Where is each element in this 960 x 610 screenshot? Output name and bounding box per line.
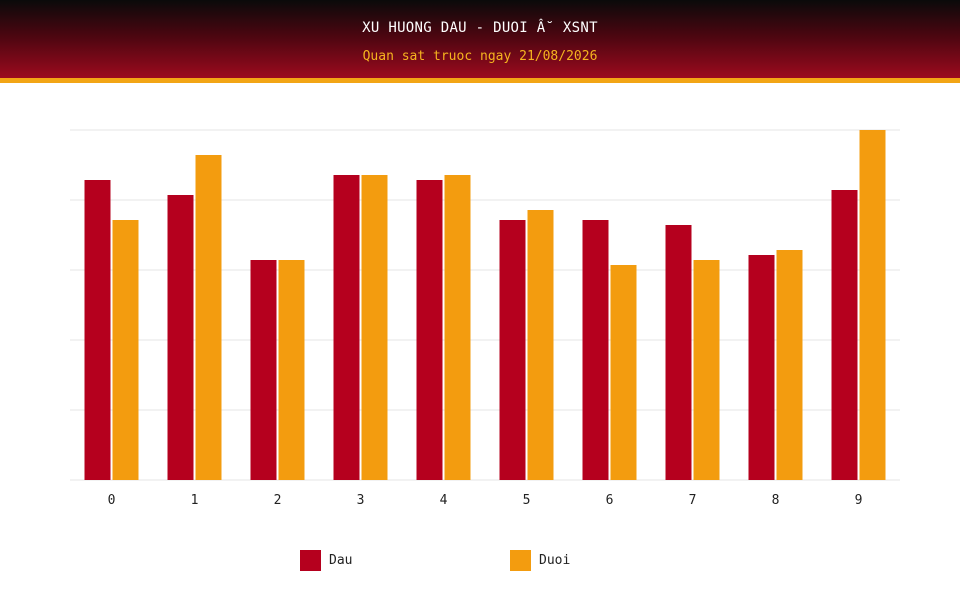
bar-duoi-7[interactable] — [693, 260, 720, 480]
x-tick-label: 8 — [772, 493, 780, 508]
bar-duoi-1[interactable] — [195, 155, 222, 480]
bar-duoi-5[interactable] — [527, 210, 554, 480]
x-tick-labels: 0 1 2 3 4 5 6 7 8 9 — [108, 493, 863, 508]
x-tick-label: 1 — [191, 493, 199, 508]
bar-duoi-6[interactable] — [610, 265, 637, 480]
x-tick-label: 4 — [440, 493, 448, 508]
x-tick-label: 3 — [357, 493, 365, 508]
grid-lines — [70, 129, 900, 481]
bar-duoi-9[interactable] — [859, 130, 886, 480]
legend-label-dau: Dau — [329, 552, 353, 568]
legend-swatch-dau — [300, 549, 321, 571]
bar-duoi-2[interactable] — [278, 260, 305, 480]
bar-dau-8[interactable] — [748, 255, 775, 480]
bar-duoi-8[interactable] — [776, 250, 803, 480]
bar-dau-6[interactable] — [582, 220, 609, 480]
bar-dau-7[interactable] — [665, 225, 692, 480]
x-tick-label: 0 — [108, 493, 116, 508]
x-tick-label: 2 — [274, 493, 282, 508]
header-accent-stripe — [0, 78, 960, 83]
bar-dau-4[interactable] — [416, 180, 443, 480]
legend-item-dau[interactable]: Dau — [300, 549, 352, 571]
bar-dau-9[interactable] — [831, 190, 858, 480]
bar-duoi-3[interactable] — [361, 175, 388, 480]
legend-swatch-duoi — [510, 549, 531, 571]
x-tick-label: 9 — [855, 493, 863, 508]
bar-dau-2[interactable] — [250, 260, 277, 480]
x-tick-label: 5 — [523, 493, 531, 508]
bar-dau-0[interactable] — [84, 180, 111, 480]
bars — [84, 130, 886, 480]
bar-duoi-4[interactable] — [444, 175, 471, 480]
bar-dau-5[interactable] — [499, 220, 526, 480]
bar-duoi-0[interactable] — [112, 220, 139, 480]
chart-header — [0, 0, 960, 78]
chart-title: XU HUONG DAU - DUOI Â˘ XSNT — [362, 20, 598, 36]
legend-item-duoi[interactable]: Duoi — [510, 549, 570, 571]
bar-dau-3[interactable] — [333, 175, 360, 480]
legend-label-duoi: Duoi — [539, 552, 571, 568]
bar-dau-1[interactable] — [167, 195, 194, 480]
x-tick-label: 7 — [689, 493, 697, 508]
x-tick-label: 6 — [606, 493, 614, 508]
chart-subtitle: Quan sat truoc ngay 21/08/2026 — [362, 49, 598, 64]
